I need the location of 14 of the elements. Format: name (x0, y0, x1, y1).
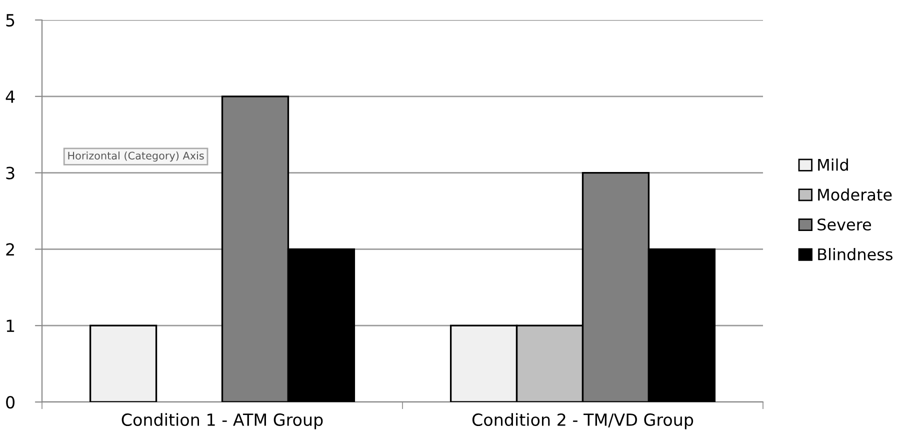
legend-label: Moderate (818, 188, 892, 201)
y-tick-label: 2 (6, 243, 14, 256)
y-tick-label: 4 (6, 90, 15, 103)
x-tick-label: Condition 1 - ATM Group (122, 413, 323, 430)
y-tick-label: 5 (6, 14, 14, 27)
legend-label: Blindness (818, 248, 892, 260)
y-tick-label: 3 (6, 166, 14, 180)
y-tick-label: 0 (6, 396, 15, 409)
legend-label: Severe (818, 218, 872, 231)
annotation: Horizontal (Category) Axis (68, 152, 204, 162)
x-tick-label: Condition 2 - TM/VD Group (472, 413, 694, 430)
y-tick-label: 1 (6, 320, 14, 332)
bar (89, 324, 158, 402)
legend-label: Mild (818, 158, 848, 171)
